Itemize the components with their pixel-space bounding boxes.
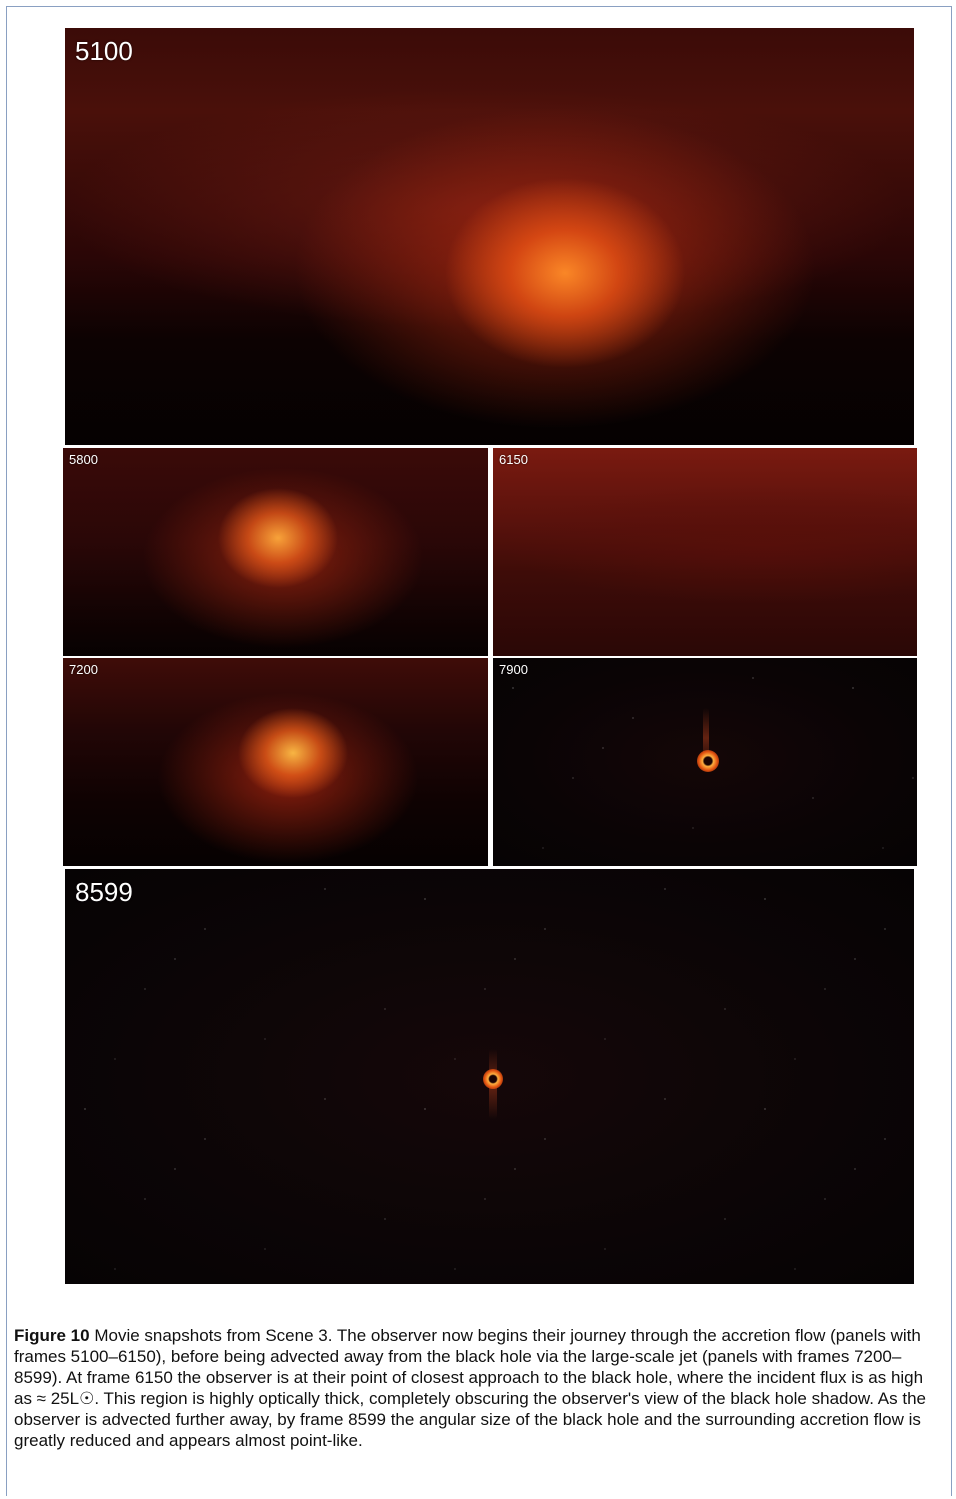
black-hole-glow (697, 750, 719, 772)
snapshot-panel-5100: 5100 (65, 28, 914, 445)
panel-label: 5800 (69, 452, 98, 467)
snapshot-panel-8599: 8599 (65, 869, 914, 1284)
figure-caption: Figure 10 Movie snapshots from Scene 3. … (14, 1325, 944, 1451)
snapshot-panel-7900: 7900 (493, 658, 917, 866)
panel-label: 7900 (499, 662, 528, 677)
black-hole-glow (483, 1069, 503, 1089)
jet-streak (703, 708, 709, 768)
panel-label: 7200 (69, 662, 98, 677)
figure-label: Figure 10 (14, 1326, 90, 1345)
snapshot-panel-7200: 7200 (63, 658, 488, 866)
snapshot-panel-5800: 5800 (63, 448, 488, 656)
panel-label: 5100 (75, 36, 133, 66)
caption-text: Movie snapshots from Scene 3. The observ… (14, 1326, 926, 1450)
panel-label: 6150 (499, 452, 528, 467)
panel-label: 8599 (75, 877, 133, 907)
page-frame-border (6, 6, 952, 1496)
snapshot-panel-6150: 6150 (493, 448, 917, 656)
